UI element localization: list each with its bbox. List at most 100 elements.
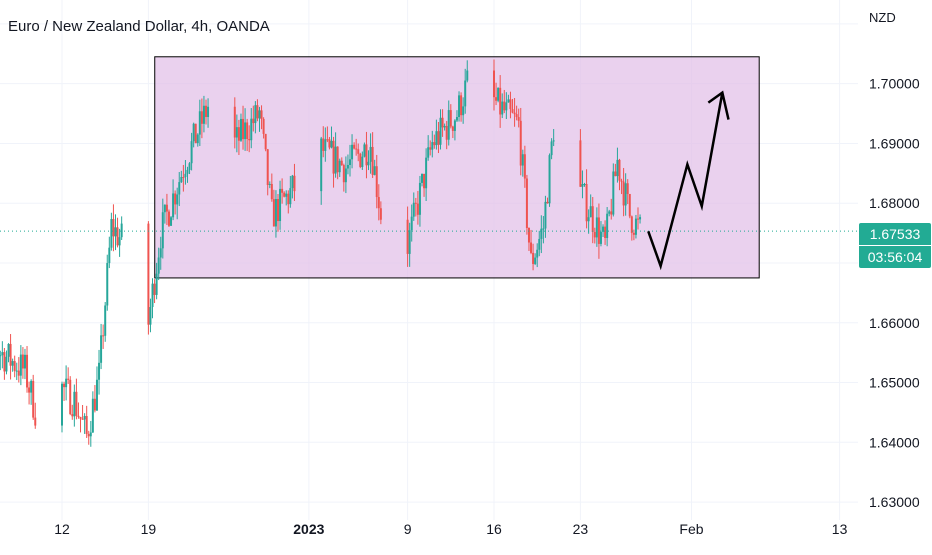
time-axis-tick-label: Feb: [679, 521, 703, 537]
candle-body: [190, 141, 193, 164]
projection-arrow-layer: [647, 90, 730, 271]
candle-body: [425, 157, 428, 189]
candle-body: [180, 177, 183, 183]
candle-body: [172, 193, 175, 218]
candle-body: [184, 173, 187, 178]
time-axis-tick-label: 23: [573, 521, 589, 537]
candle-body: [336, 146, 339, 173]
candle-body: [338, 160, 341, 173]
candle-body: [538, 238, 541, 250]
candle-body: [77, 415, 80, 417]
time-axis: 12 19 2023 9 16 23 Feb 13: [0, 520, 858, 550]
candle-body: [363, 144, 366, 157]
range-box: [154, 56, 760, 279]
candle-body: [599, 231, 602, 244]
candle-body: [597, 217, 600, 244]
candle-body: [89, 432, 92, 437]
candle-body: [81, 418, 84, 420]
candle-body: [521, 154, 524, 166]
candle-body: [250, 118, 253, 141]
candle-body: [581, 184, 584, 187]
candle-body: [369, 146, 372, 162]
candle-body: [433, 142, 436, 146]
candle-body: [108, 247, 111, 264]
candle-body: [513, 112, 516, 115]
candle-body: [412, 202, 415, 217]
candle-body: [102, 335, 105, 337]
candle-body: [637, 218, 639, 220]
candle-body: [610, 211, 613, 215]
candle-body: [268, 183, 271, 185]
candle-body: [279, 188, 282, 222]
candle-body: [274, 199, 277, 227]
candle-body: [63, 383, 66, 388]
candle-body: [579, 140, 582, 187]
candle-body: [455, 117, 458, 121]
candle-body: [98, 362, 101, 380]
candle-body: [365, 144, 368, 166]
candle-body: [634, 218, 637, 235]
candle-body: [252, 118, 255, 124]
candle-body: [332, 140, 335, 174]
candle-body: [326, 139, 329, 141]
candle-body: [242, 118, 245, 140]
candle-body: [429, 147, 432, 150]
candle-body: [591, 206, 594, 232]
time-axis-tick-label: 13: [832, 521, 848, 537]
candle-body: [277, 199, 279, 222]
candle-body: [110, 219, 113, 248]
candle-body: [511, 109, 514, 113]
projection-arrow-head: [707, 90, 730, 120]
candle-body: [106, 263, 109, 306]
price-axis: 1.630001.640001.650001.660001.670001.680…: [858, 0, 932, 550]
candle-body: [550, 141, 553, 156]
candle-body: [207, 106, 210, 118]
time-axis-tick-label: 9: [404, 521, 412, 537]
candle-body: [254, 105, 257, 124]
candle-body: [3, 352, 6, 372]
candle-body: [449, 110, 452, 127]
candle-body: [5, 356, 8, 372]
candle-body: [256, 105, 259, 119]
candle-body: [91, 398, 94, 433]
candle-body: [178, 182, 181, 195]
candle-body: [616, 159, 619, 177]
candle-body: [174, 193, 177, 205]
candles-layer: [0, 59, 642, 447]
candle-body: [536, 249, 539, 258]
candle-body: [322, 138, 325, 151]
candle-body: [159, 248, 162, 258]
price-axis-tick-label: 1.64000: [869, 434, 920, 450]
candle-body: [258, 110, 261, 119]
candle-body: [23, 354, 26, 369]
candle-body: [11, 361, 14, 366]
candle-body: [464, 80, 467, 107]
candle-body: [342, 165, 345, 183]
candle-body: [188, 163, 191, 170]
candle-body: [544, 201, 547, 229]
candle-body: [17, 370, 20, 376]
candle-body: [235, 127, 238, 138]
candle-body: [507, 99, 510, 103]
candle-body: [604, 226, 607, 238]
candle-body: [517, 117, 520, 121]
candle-body: [612, 171, 615, 215]
time-axis-tick-label: 12: [54, 521, 70, 537]
candle-body: [262, 118, 265, 134]
candle-body: [462, 106, 465, 116]
candle-body: [618, 159, 621, 181]
candle-body: [95, 379, 98, 411]
candle-body: [1, 352, 4, 356]
candle-body: [272, 199, 275, 227]
candle-body: [361, 156, 364, 167]
candle-body: [116, 227, 119, 246]
candle-body: [149, 307, 152, 325]
candle-body: [153, 283, 156, 295]
candle-body: [9, 343, 12, 366]
candle-body: [7, 343, 10, 357]
candle-body: [519, 120, 522, 166]
candle-body: [349, 159, 351, 165]
candle-body: [328, 139, 331, 148]
